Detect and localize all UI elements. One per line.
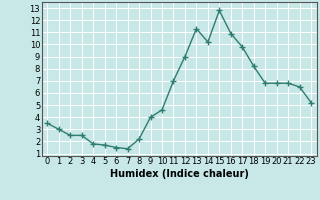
X-axis label: Humidex (Indice chaleur): Humidex (Indice chaleur) [110, 169, 249, 179]
